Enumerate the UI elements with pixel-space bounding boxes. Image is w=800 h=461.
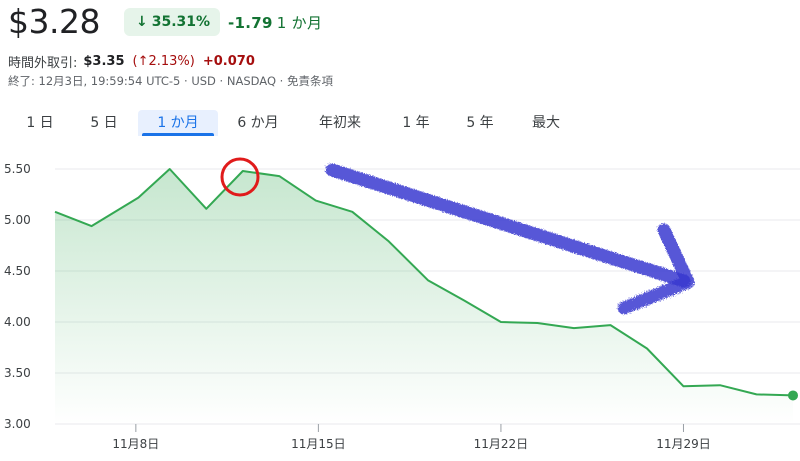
price-value: $3.28 bbox=[8, 2, 100, 41]
market-status-line: 終了: 12月3日, 19:59:54 UTC-5 · USD · NASDAQ… bbox=[8, 74, 333, 88]
y-tick-label: 4.00 bbox=[4, 315, 31, 329]
tab-5-year[interactable]: 5 年 bbox=[466, 115, 494, 131]
x-axis-labels: 11月8日 11月15日 11月22日 11月29日 bbox=[112, 437, 710, 451]
price-area-fill bbox=[55, 169, 793, 424]
change-percent-badge: ↓ 35.31% bbox=[124, 8, 221, 36]
change-percent: 35.31% bbox=[151, 14, 211, 30]
x-tick-label: 11月22日 bbox=[474, 437, 529, 451]
after-hours-price: $3.35 bbox=[83, 54, 125, 69]
y-tick-label: 3.50 bbox=[4, 366, 31, 380]
last-price-dot bbox=[788, 390, 798, 401]
x-tick-label: 11月15日 bbox=[291, 437, 346, 451]
change-absolute-value: -1.79 bbox=[228, 14, 273, 32]
chart-vertical-ticks bbox=[135, 424, 684, 432]
y-tick-label: 4.50 bbox=[4, 264, 31, 278]
tab-6-month[interactable]: 6 か月 bbox=[237, 115, 279, 131]
tab-1-day[interactable]: 1 日 bbox=[26, 115, 54, 131]
change-absolute: -1.79 1 か月 bbox=[228, 12, 322, 33]
tab-1-year[interactable]: 1 年 bbox=[402, 115, 430, 131]
y-tick-label: 3.00 bbox=[4, 417, 31, 431]
y-tick-label: 5.00 bbox=[4, 213, 31, 227]
after-hours-percent: (↑2.13%) bbox=[132, 54, 195, 69]
tab-5-day[interactable]: 5 日 bbox=[90, 115, 118, 131]
after-hours-change: +0.070 bbox=[202, 54, 255, 69]
after-hours-label: 時間外取引: bbox=[8, 56, 78, 71]
x-tick-label: 11月8日 bbox=[112, 437, 159, 451]
tab-max[interactable]: 最大 bbox=[532, 115, 560, 131]
change-period: 1 か月 bbox=[276, 14, 323, 32]
x-tick-label: 11月29日 bbox=[656, 437, 711, 451]
tab-1-month[interactable]: 1 か月 bbox=[138, 110, 218, 136]
down-arrow-icon: ↓ bbox=[136, 14, 148, 30]
red-circle-annotation bbox=[220, 157, 260, 197]
tab-ytd[interactable]: 年初来 bbox=[319, 115, 361, 131]
blue-hand-drawn-arrow-annotation bbox=[325, 163, 695, 315]
y-axis-labels: 5.50 5.00 4.50 4.00 3.50 3.00 bbox=[4, 162, 31, 431]
after-hours-line: 時間外取引: $3.35 (↑2.13%) +0.070 bbox=[8, 52, 255, 71]
y-tick-label: 5.50 bbox=[4, 162, 31, 176]
price-line bbox=[54, 168, 794, 397]
